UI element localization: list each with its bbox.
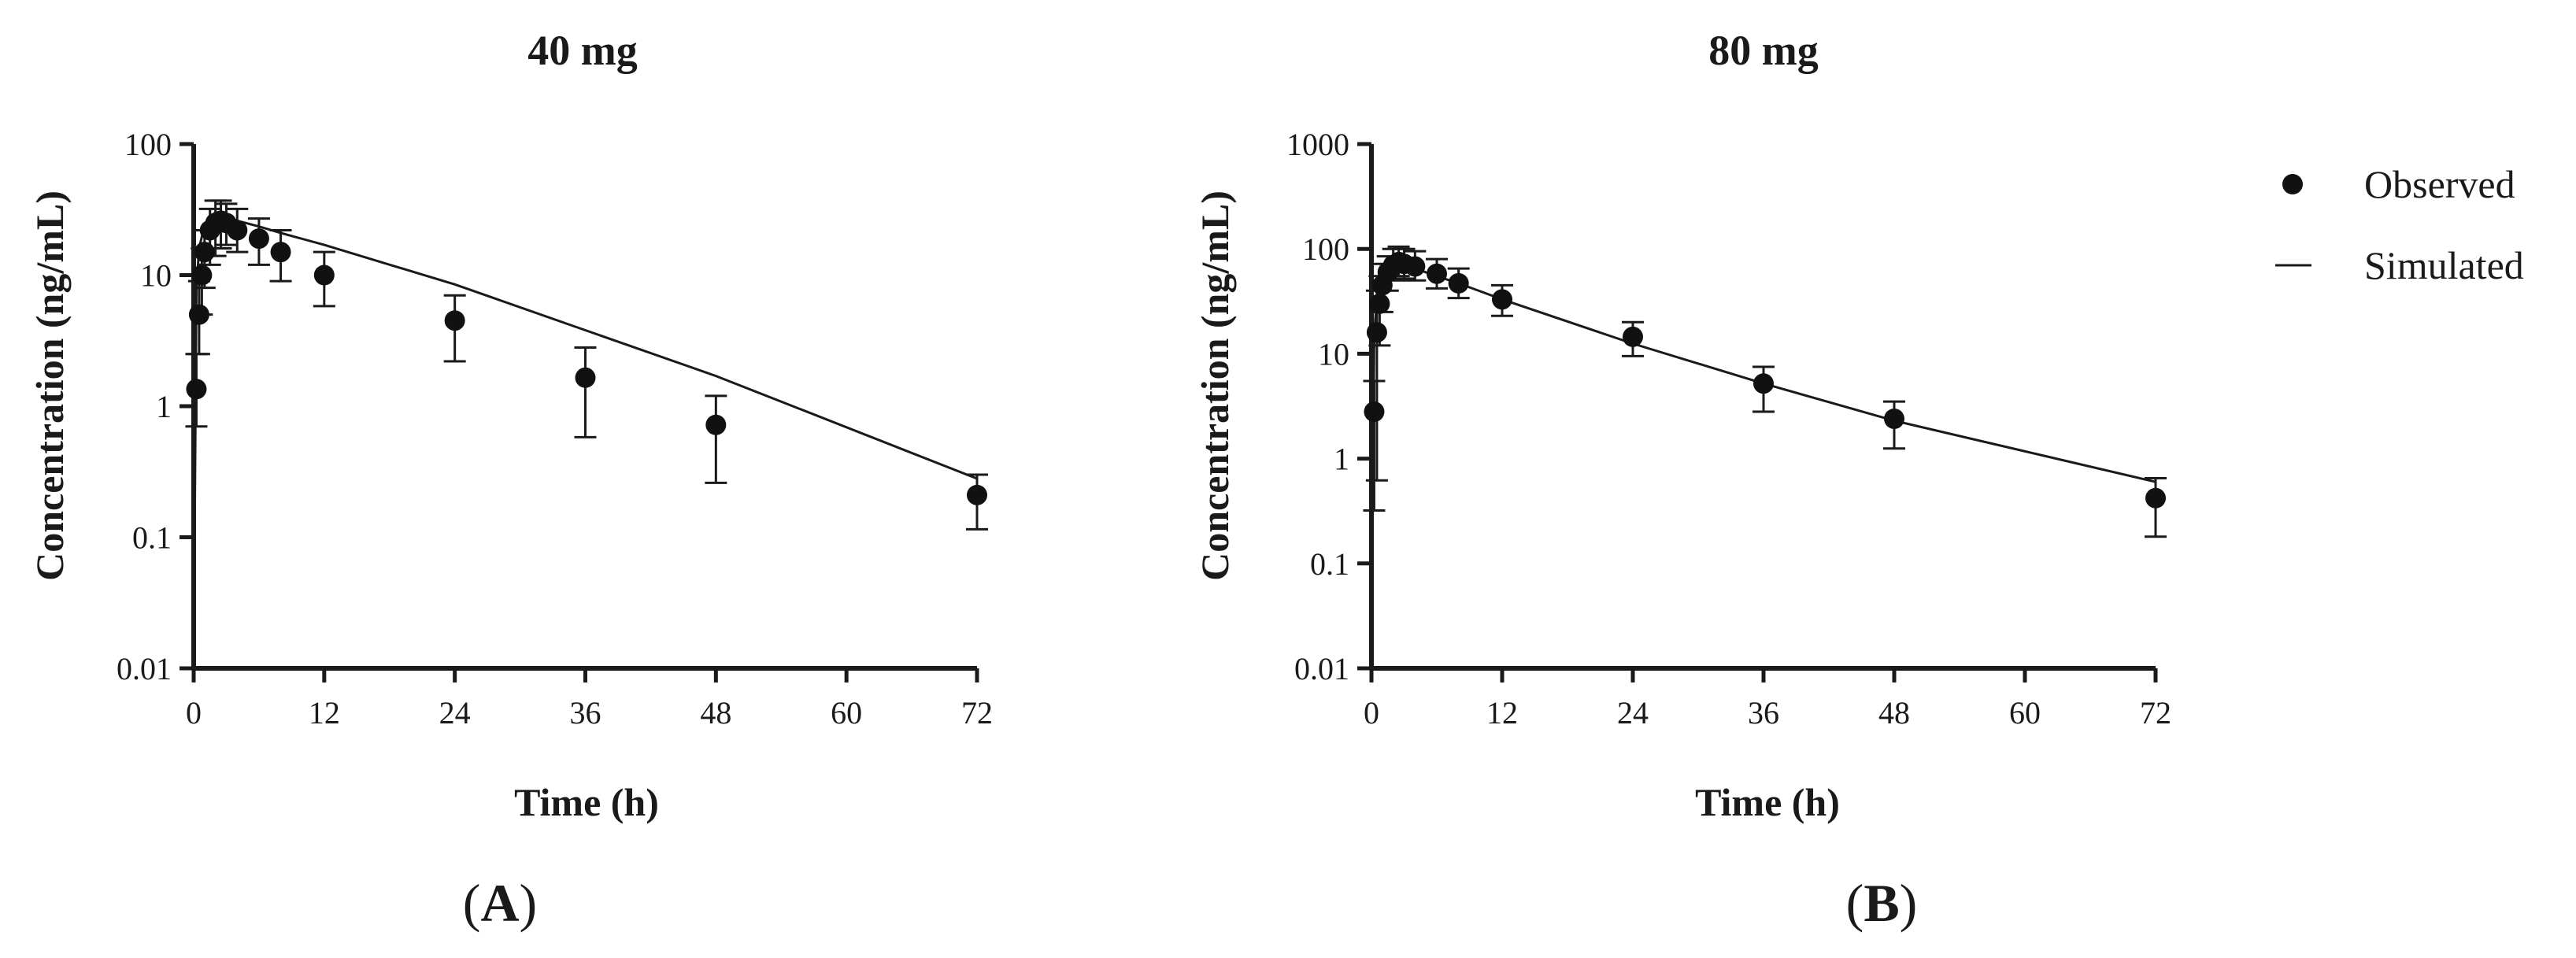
panel-a-y-tick-label: 10 <box>140 258 172 294</box>
legend-observed-label: Observed <box>2364 162 2515 206</box>
panel-b-x-tick-label: 72 <box>2140 695 2171 731</box>
panel-a-observed-point <box>227 220 248 241</box>
panel-a-observed-point <box>191 264 213 286</box>
panel-a-x-axis-label: Time (h) <box>514 780 659 824</box>
panel-a-title: 40 mg <box>527 27 637 74</box>
panel-b-label: (B) <box>1846 873 1918 933</box>
panel-a-observed-point <box>248 228 269 250</box>
panel-a: 40 mg Concentration (ng/mL) Time (h) 0.0… <box>28 27 993 933</box>
legend: Observed Simulated <box>2275 162 2524 287</box>
panel-b: 80 mg Concentration (ng/mL) Time (h) 0.0… <box>1193 27 2171 933</box>
panel-b-y-tick-label: 1 <box>1334 442 1349 477</box>
panel-a-x-tick-label: 48 <box>700 695 731 731</box>
panel-a-observed-point <box>270 242 291 263</box>
panel-b-x-tick-label: 0 <box>1364 695 1379 731</box>
panel-a-marks: 0.01 0.1 1 10 100 0 12 24 36 48 60 72 <box>117 127 993 731</box>
legend-observed-marker <box>2282 174 2303 194</box>
legend-simulated-label: Simulated <box>2364 243 2524 287</box>
panel-b-observed-point <box>1448 272 1469 294</box>
panel-b-observed-point <box>1753 373 1774 394</box>
panel-b-observed-point <box>1369 293 1390 314</box>
panel-a-observed-point <box>705 414 727 435</box>
panel-b-letter: B <box>1864 873 1899 933</box>
panel-b-observed-point <box>1364 401 1385 423</box>
panel-b-x-axis-label: Time (h) <box>1695 780 1840 824</box>
panel-b-simulated-line <box>1370 264 2156 669</box>
panel-b-y-tick-label: 0.1 <box>1310 546 1349 582</box>
panel-b-y-axis-label: Concentration (ng/mL) <box>1193 190 1237 581</box>
panel-a-observed-point <box>186 379 207 400</box>
panel-b-y-tick-label: 10 <box>1318 336 1349 372</box>
panel-a-x-tick-label: 72 <box>961 695 993 731</box>
panel-a-simulated-line <box>192 211 978 669</box>
panel-a-observed-point <box>967 484 987 505</box>
panel-a-x-tick-label: 60 <box>831 695 862 731</box>
panel-a-y-tick-label: 100 <box>124 127 172 162</box>
panel-b-marks: 0.01 0.1 1 10 100 1000 0 12 24 36 48 60 72 <box>1286 127 2171 731</box>
panel-b-observed-point <box>1884 408 1904 429</box>
panel-a-y-axis-label: Concentration (ng/mL) <box>28 190 72 581</box>
panel-a-y-tick-label: 0.01 <box>117 651 172 686</box>
panel-a-x-tick-label: 12 <box>309 695 340 731</box>
panel-b-x-tick-label: 12 <box>1486 695 1518 731</box>
panel-b-y-tick-label: 100 <box>1302 231 1349 267</box>
panel-a-x-tick-label: 0 <box>186 695 202 731</box>
panel-b-observed-point <box>1405 256 1426 277</box>
panel-b-observed-point <box>1427 263 1447 284</box>
panel-b-y-tick-label: 1000 <box>1286 127 1349 162</box>
panel-b-x-tick-label: 24 <box>1617 695 1649 731</box>
panel-a-label: (A) <box>463 873 537 933</box>
panel-a-letter: A <box>480 873 519 933</box>
panel-b-x-tick-label: 60 <box>2009 695 2041 731</box>
panel-a-x-tick-label: 36 <box>570 695 601 731</box>
panel-b-x-tick-label: 36 <box>1748 695 1779 731</box>
panel-a-observed-point <box>313 264 335 286</box>
panel-b-observed-point <box>2145 487 2166 509</box>
panel-a-y-tick-label: 1 <box>156 389 172 424</box>
panel-b-title: 80 mg <box>1708 27 1818 74</box>
panel-b-observed-point <box>1623 326 1643 347</box>
panel-a-observed-point <box>444 310 465 331</box>
panel-b-y-tick-label: 0.01 <box>1294 651 1349 686</box>
panel-b-observed-point <box>1492 289 1512 310</box>
panel-b-observed-point <box>1366 322 1387 343</box>
panel-b-x-tick-label: 48 <box>1878 695 1910 731</box>
panel-a-x-tick-label: 24 <box>439 695 471 731</box>
panel-a-y-tick-label: 0.1 <box>132 520 172 556</box>
panel-a-observed-point <box>194 242 215 263</box>
panel-a-observed-point <box>188 304 209 325</box>
panel-a-observed-point <box>575 367 596 388</box>
